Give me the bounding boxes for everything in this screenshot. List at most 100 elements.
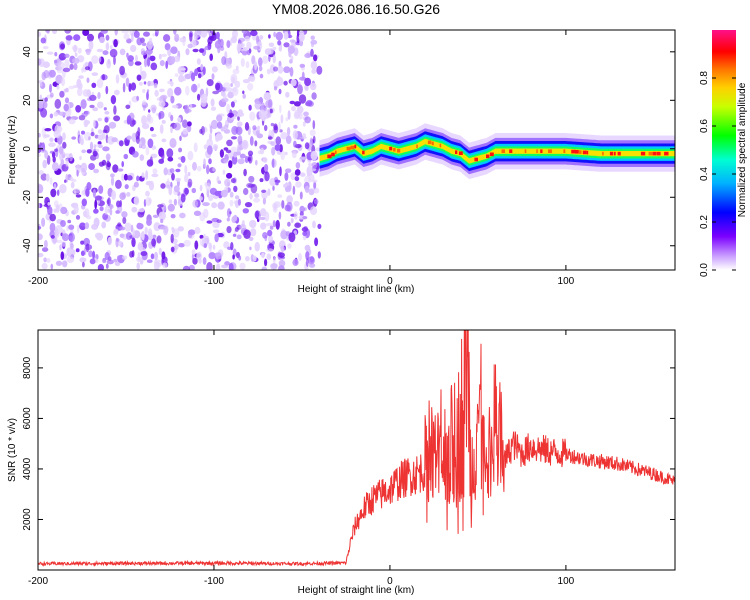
noise-speckle (280, 132, 288, 140)
noise-speckle (109, 48, 118, 58)
noise-speckle (145, 147, 150, 156)
noise-speckle (281, 200, 285, 209)
noise-speckle (264, 124, 268, 132)
noise-speckle (230, 242, 234, 251)
noise-speckle (246, 182, 254, 189)
noise-speckle (193, 142, 198, 153)
noise-speckle (310, 35, 315, 40)
noise-speckle (231, 155, 238, 165)
noise-speckle (226, 172, 233, 179)
noise-speckle (224, 261, 231, 266)
noise-speckle (46, 51, 54, 55)
noise-speckle (295, 181, 302, 188)
ridge-core (578, 150, 582, 154)
noise-speckle (134, 61, 142, 66)
noise-speckle (231, 125, 239, 135)
noise-speckle (248, 236, 254, 241)
noise-speckle (222, 169, 226, 175)
colorbar-tick-label: 0.8 (699, 71, 710, 85)
noise-speckle (174, 86, 182, 96)
noise-speckle (270, 263, 278, 270)
noise-speckle (242, 208, 249, 214)
noise-speckle (150, 153, 158, 159)
noise-speckle (122, 82, 126, 93)
noise-speckle (294, 222, 302, 228)
noise-speckle (125, 77, 130, 87)
noise-speckle (148, 37, 153, 45)
noise-speckle (44, 97, 48, 102)
noise-speckle (182, 38, 186, 47)
noise-speckle (114, 30, 118, 36)
noise-speckle (172, 228, 180, 238)
noise-speckle (231, 35, 237, 44)
noise-speckle (215, 135, 220, 142)
noise-speckle (129, 251, 134, 258)
noise-speckle (157, 204, 164, 208)
noise-speckle (306, 99, 313, 106)
noise-speckle (226, 103, 231, 114)
noise-speckle (236, 121, 243, 127)
noise-speckle (50, 235, 55, 239)
noise-speckle (121, 74, 127, 79)
noise-speckle (66, 247, 72, 257)
noise-speckle (274, 144, 281, 152)
noise-speckle (247, 82, 254, 91)
noise-speckle (75, 215, 81, 220)
noise-speckle (292, 258, 299, 267)
noise-speckle (179, 212, 186, 219)
noise-speckle (173, 30, 177, 35)
noise-speckle (211, 73, 215, 80)
noise-speckle (231, 76, 236, 84)
noise-speckle (227, 91, 234, 99)
noise-speckle (152, 168, 158, 175)
noise-speckle (97, 92, 101, 99)
noise-speckle (151, 133, 157, 138)
noise-speckle (250, 30, 258, 37)
noise-speckle (290, 217, 294, 224)
noise-speckle (127, 55, 134, 62)
noise-speckle (61, 233, 70, 242)
noise-speckle (90, 131, 95, 137)
noise-speckle (264, 164, 269, 172)
noise-speckle (77, 47, 82, 54)
noise-speckle (73, 190, 77, 195)
noise-speckle (237, 135, 243, 145)
noise-speckle (278, 265, 285, 270)
noise-speckle (298, 32, 305, 42)
noise-speckle (91, 72, 99, 76)
ridge-core (331, 152, 335, 157)
x-tick-label: -100 (204, 276, 224, 287)
noise-speckle (106, 59, 112, 69)
noise-speckle (144, 58, 148, 68)
noise-speckle (285, 117, 289, 122)
noise-speckle (130, 44, 137, 53)
noise-speckle (266, 253, 272, 260)
noise-speckle (280, 150, 286, 161)
noise-speckle (41, 217, 46, 227)
noise-speckle (39, 94, 43, 101)
noise-speckle (64, 53, 70, 58)
noise-speckle (287, 30, 291, 39)
noise-speckle (48, 69, 56, 78)
noise-speckle (309, 129, 316, 137)
noise-speckle (117, 222, 122, 227)
noise-speckle (278, 259, 286, 267)
noise-speckle (151, 238, 157, 247)
noise-speckle (199, 48, 205, 53)
noise-speckle (109, 45, 113, 50)
noise-speckle (248, 104, 252, 111)
noise-speckle (44, 150, 49, 159)
snr-marks (38, 330, 675, 567)
noise-speckle (168, 199, 173, 204)
noise-speckle (214, 82, 221, 91)
ridge-core (458, 151, 463, 155)
noise-speckle (53, 111, 59, 117)
noise-speckle (51, 151, 56, 159)
noise-speckle (234, 195, 240, 200)
noise-speckle (87, 33, 94, 42)
noise-speckle (308, 188, 315, 196)
noise-speckle (152, 214, 159, 218)
noise-speckle (261, 266, 267, 270)
noise-speckle (141, 143, 147, 150)
noise-speckle (49, 113, 54, 119)
